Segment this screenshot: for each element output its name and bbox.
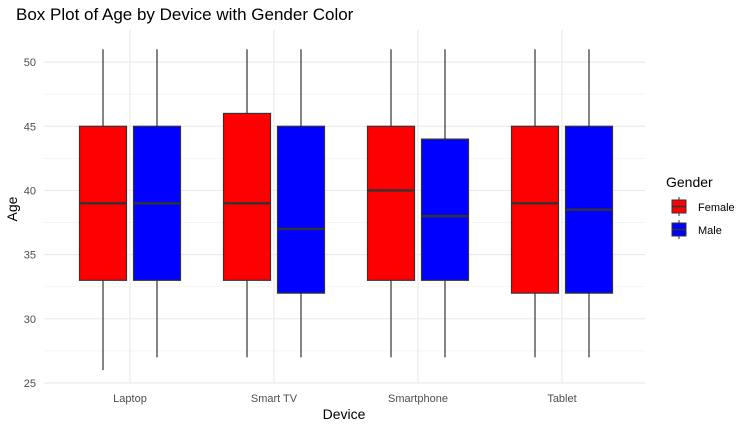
y-tick-label: 35 — [24, 250, 36, 262]
x-tick-label: Smartphone — [388, 393, 448, 405]
chart-title: Box Plot of Age by Device with Gender Co… — [16, 5, 354, 24]
x-tick-label: Tablet — [547, 393, 576, 405]
box-male-smartphone — [420, 49, 470, 358]
boxes — [78, 49, 614, 371]
box-female-smart-tv — [222, 49, 272, 358]
box-body — [510, 125, 560, 294]
box-male-laptop — [132, 49, 182, 358]
box-female-smartphone — [366, 49, 416, 358]
y-tick-label: 25 — [24, 378, 36, 390]
y-tick-label: 30 — [24, 314, 36, 326]
box-male-smart-tv — [276, 49, 326, 358]
x-tick-label: Laptop — [113, 393, 147, 405]
x-tick-label: Smart TV — [251, 393, 298, 405]
box-female-tablet — [510, 49, 560, 358]
y-axis-title: Age — [4, 196, 20, 221]
x-axis-title: Device — [323, 406, 366, 422]
x-axis-ticks: Laptop Smart TV Smartphone Tablet — [113, 393, 577, 405]
legend-key-female — [671, 197, 687, 216]
y-tick-label: 45 — [24, 121, 36, 133]
box-body — [222, 112, 272, 281]
legend: Gender Female Male — [666, 174, 735, 239]
box-male-tablet — [564, 49, 614, 358]
legend-key-male — [671, 220, 687, 239]
y-tick-label: 50 — [24, 57, 36, 69]
grid — [44, 30, 645, 384]
legend-label-female: Female — [698, 202, 735, 214]
box-body — [276, 125, 326, 294]
box-female-laptop — [78, 49, 128, 371]
box-body — [366, 125, 416, 281]
legend-label-male: Male — [698, 225, 722, 237]
y-tick-label: 40 — [24, 185, 36, 197]
box-body — [420, 138, 470, 281]
y-axis-ticks: 25 30 35 40 45 50 — [24, 57, 36, 390]
legend-title: Gender — [666, 174, 713, 190]
